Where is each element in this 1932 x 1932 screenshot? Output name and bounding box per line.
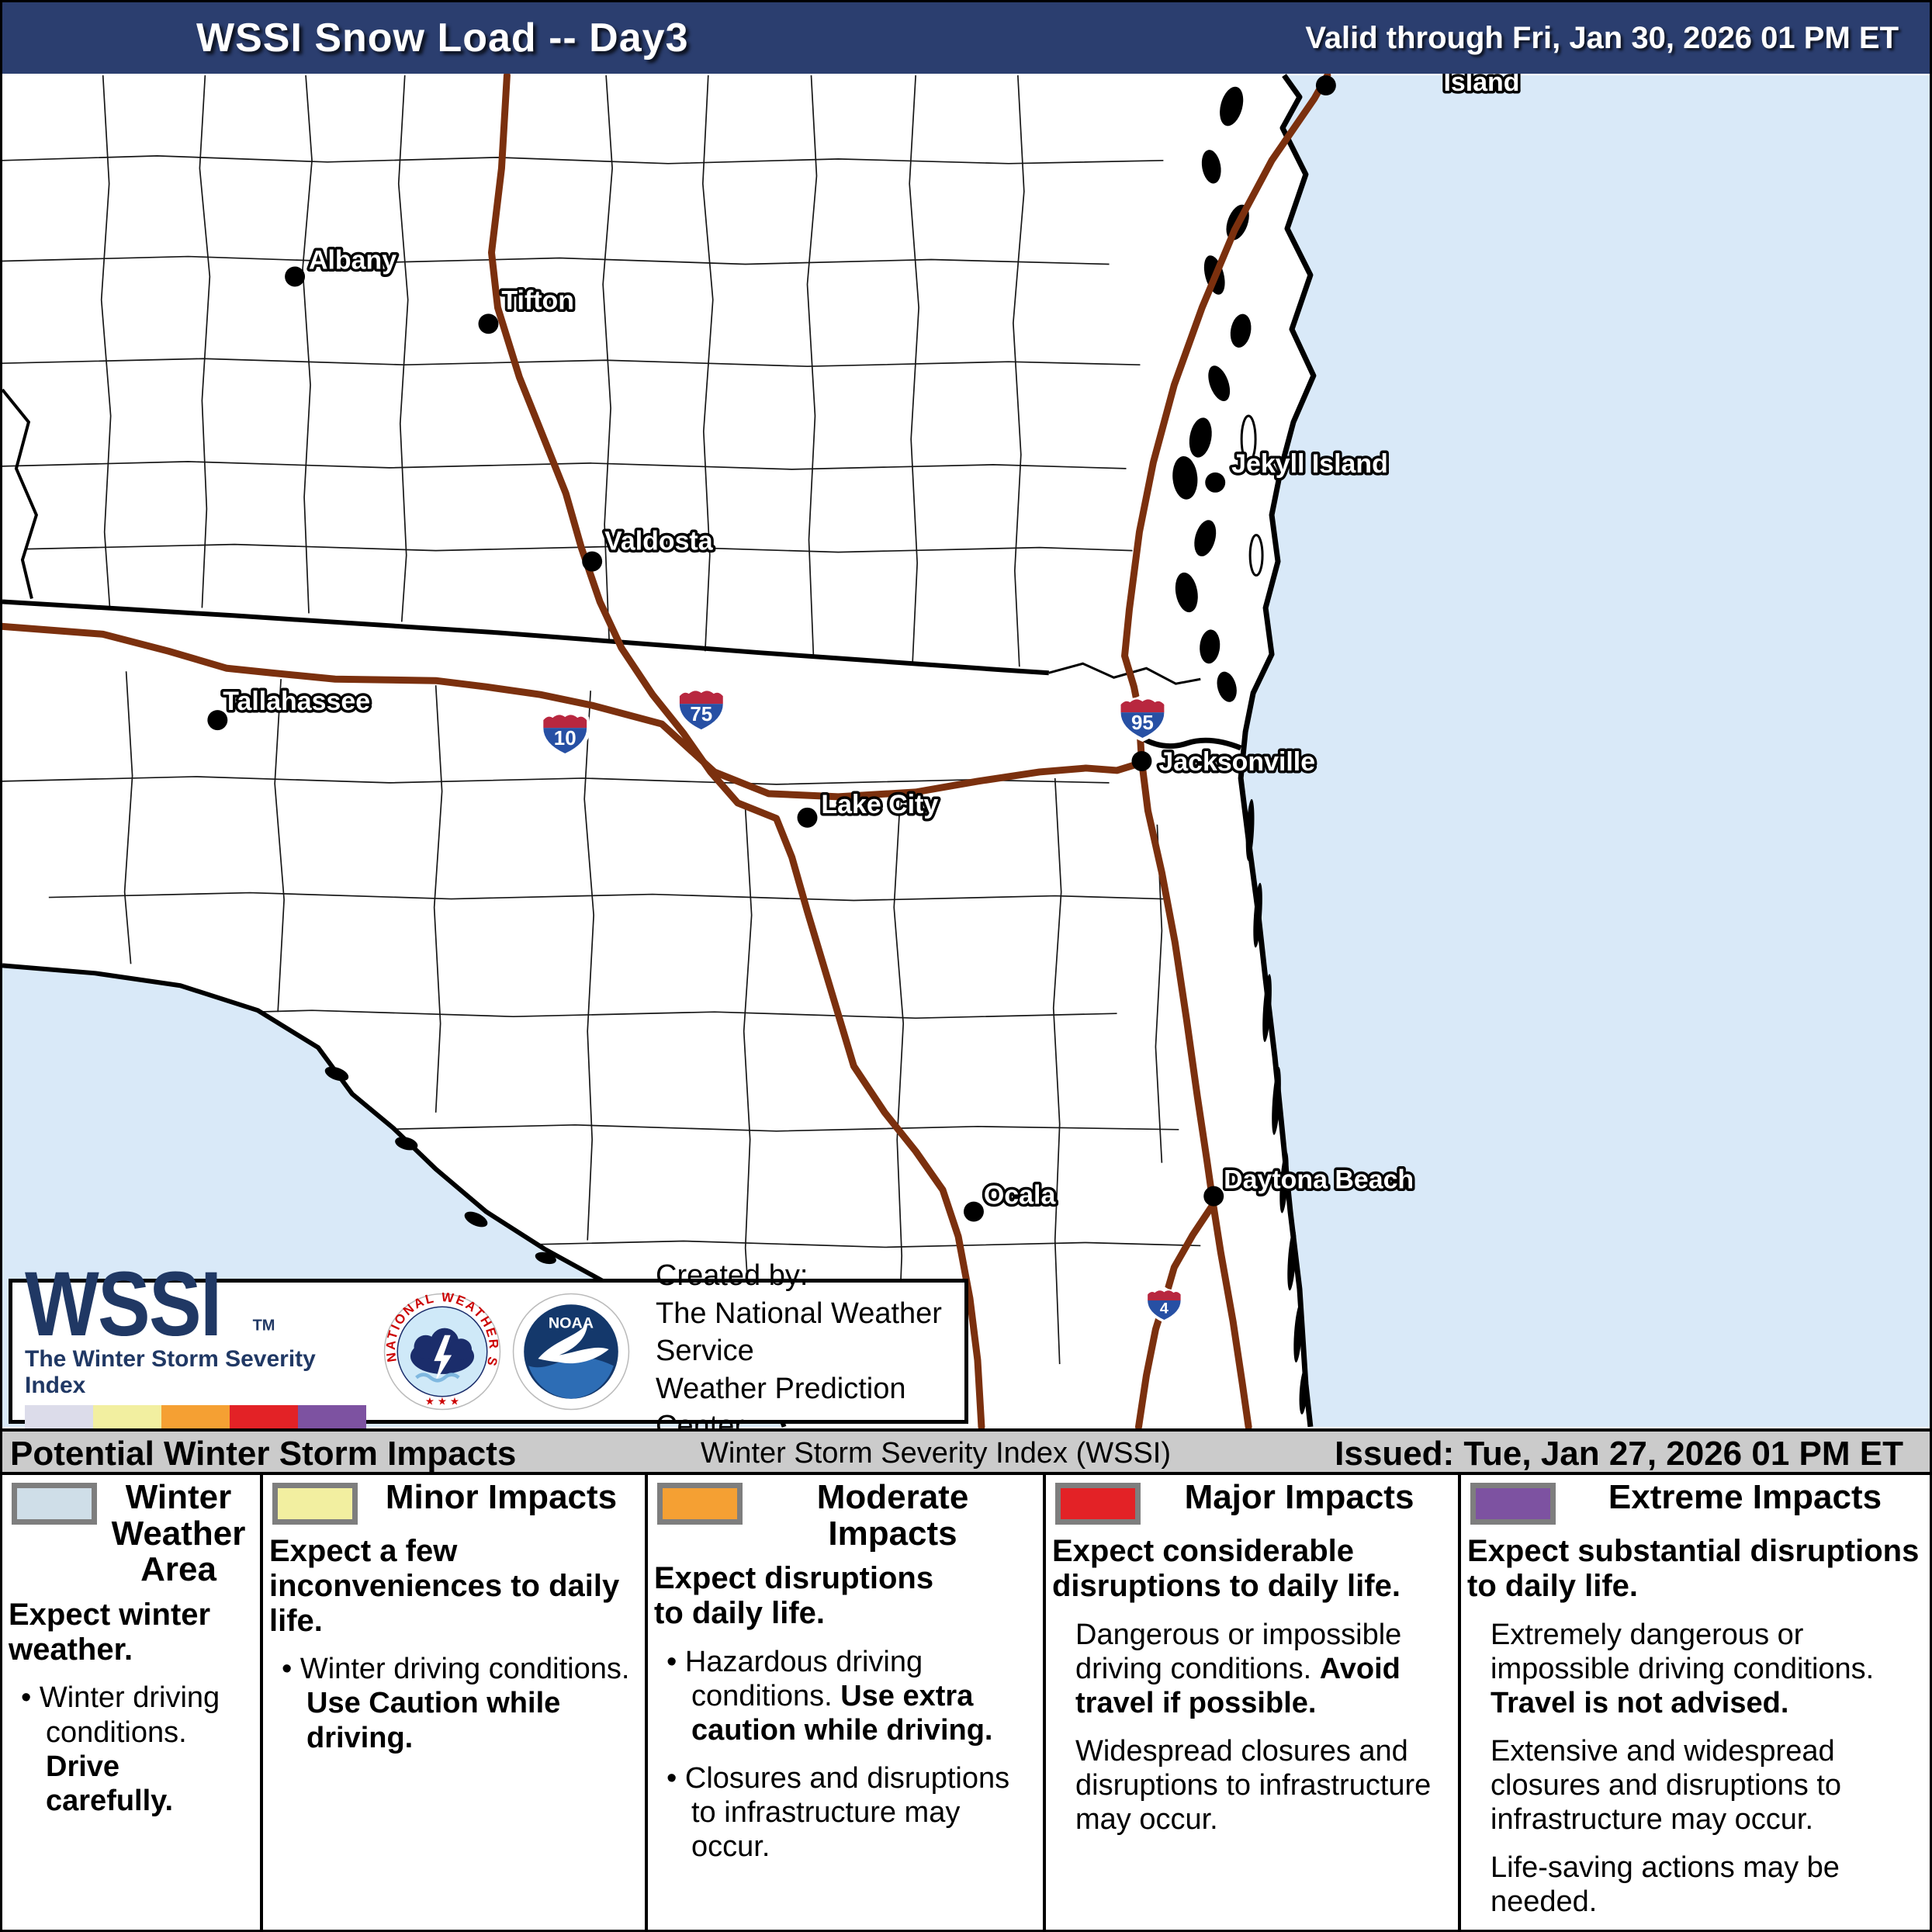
nws-logo-icon: NATIONAL WEATHER SERVICE ★ ★ ★ xyxy=(383,1293,501,1410)
city-dot xyxy=(797,807,818,828)
status-bar: Potential Winter Storm Impacts Winter St… xyxy=(2,1428,1930,1475)
city-jekyll-island: Jekyll Island xyxy=(1205,446,1390,493)
city-label: Albany xyxy=(309,246,396,275)
legend-item: • Hazardous driving conditions. Use extr… xyxy=(667,1645,993,1747)
legend-item: Dangerous or impossible driving conditio… xyxy=(1075,1618,1402,1719)
map-canvas: 10 75 95 4 Albany Tifton Valdosta Tallahassee Je… xyxy=(2,74,1930,1428)
city-dot xyxy=(478,313,499,334)
ga-fl-state-line xyxy=(2,599,1049,676)
city-dot xyxy=(207,710,228,731)
interstate-10-shield: 10 xyxy=(539,709,591,757)
legend-column-major-impacts: Major Impacts Expect considerable disrupt… xyxy=(1043,1475,1458,1930)
impacts-legend: Winter Weather Area Expect winter weather… xyxy=(2,1475,1930,1930)
svg-text:★ ★ ★: ★ ★ ★ xyxy=(425,1395,459,1407)
city-ocala: Ocala xyxy=(964,1178,1059,1222)
legend-column-moderate-impacts: Moderate Impacts Expect disruptions to da… xyxy=(645,1475,1043,1930)
legend-summary: Expect disruptions to daily life. xyxy=(654,1561,934,1631)
legend-summary: Expect winter weather. xyxy=(9,1597,211,1667)
trademark-symbol: TM xyxy=(252,1317,275,1335)
city-label: Valdosta xyxy=(604,527,714,556)
interstate-95-shield: 95 xyxy=(1117,694,1169,743)
legend-swatch-winter-weather-area xyxy=(12,1483,97,1525)
interstate-10-road xyxy=(2,622,1141,801)
legend-summary: Expect a few inconveniences to daily lif… xyxy=(269,1534,620,1638)
created-by-label: Created by: xyxy=(656,1259,808,1292)
interstate-75-shield: 75 xyxy=(675,685,727,734)
city-dot xyxy=(964,1201,984,1222)
title-bar: WSSI Snow Load -- Day3 Valid through Fri… xyxy=(2,2,1930,74)
city-tifton: Tifton xyxy=(478,283,576,334)
city-island: Island xyxy=(1315,74,1522,100)
issued-timestamp: Issued: Tue, Jan 27, 2026 01 PM ET xyxy=(1335,1435,1903,1473)
state-line-west xyxy=(2,388,39,599)
svg-text:4: 4 xyxy=(1160,1300,1169,1317)
legend-summary: Expect considerable disruptions to daily… xyxy=(1052,1534,1401,1603)
legend-column-minor-impacts: Minor Impacts Expect a few inconveniences… xyxy=(260,1475,645,1930)
city-label: Tifton xyxy=(501,286,574,315)
interstate-4-shield: 4 xyxy=(1144,1286,1184,1323)
st-johns-river xyxy=(1138,735,1242,751)
map-area: 10 75 95 4 Albany Tifton Valdosta Tallahassee Je… xyxy=(2,74,1930,1428)
legend-title: Minor Impacts xyxy=(385,1478,618,1516)
legend-item: Extensive and widespread closures and di… xyxy=(1491,1734,1842,1836)
page-title: WSSI Snow Load -- Day3 xyxy=(196,16,689,61)
legend-title: Major Impacts xyxy=(1184,1478,1414,1516)
svg-text:75: 75 xyxy=(690,704,712,725)
legend-item: • Winter driving conditions. Drive caref… xyxy=(21,1681,220,1817)
wssi-logo-box: WSSI TM The Winter Storm Severity Index N… xyxy=(9,1259,968,1442)
svg-text:10: 10 xyxy=(554,728,576,750)
legend-summary: Expect substantial disruptions to daily … xyxy=(1467,1534,1920,1603)
valid-through-text: Valid through Fri, Jan 30, 2026 01 PM ET xyxy=(1305,20,1899,55)
created-by-org1: The National Weather Service xyxy=(656,1297,942,1368)
svg-text:NOAA: NOAA xyxy=(549,1314,594,1331)
legend-swatch-moderate-impacts xyxy=(657,1483,743,1525)
city-label: Daytona Beach xyxy=(1224,1165,1414,1195)
svg-text:95: 95 xyxy=(1131,712,1154,734)
legend-item: • Winter driving conditions. Use Caution… xyxy=(282,1653,630,1754)
city-lake-city: Lake City xyxy=(797,787,941,828)
county-boundaries xyxy=(2,75,1201,1376)
legend-column-extreme-impacts: Extreme Impacts Expect substantial disrup… xyxy=(1458,1475,1930,1930)
legend-item: Life-saving actions may be needed. xyxy=(1491,1851,1840,1919)
city-tallahassee: Tallahassee xyxy=(207,684,373,731)
city-albany: Albany xyxy=(285,243,400,287)
legend-title: Extreme Impacts xyxy=(1608,1478,1882,1516)
noaa-logo-icon: NOAA xyxy=(512,1293,630,1410)
city-label: Jacksonville xyxy=(1158,747,1315,777)
interstate-4-road xyxy=(1134,1203,1215,1428)
city-dot xyxy=(1131,751,1152,771)
city-dot xyxy=(1205,472,1226,493)
city-dot xyxy=(1203,1186,1224,1207)
legend-swatch-minor-impacts xyxy=(272,1483,358,1525)
legend-column-winter-weather-area: Winter Weather Area Expect winter weather… xyxy=(2,1475,260,1930)
city-label: Island xyxy=(1444,74,1520,97)
city-jacksonville: Jacksonville xyxy=(1131,744,1318,779)
city-dot xyxy=(285,266,306,287)
status-bar-subtitle: Winter Storm Severity Index (WSSI) xyxy=(701,1437,1172,1470)
interstate-75-road xyxy=(487,74,985,1428)
city-dot xyxy=(582,551,603,572)
city-label: Tallahassee xyxy=(223,687,370,716)
wssi-logo: WSSI TM The Winter Storm Severity Index xyxy=(25,1252,378,1439)
legend-item: Widespread closures and disruptions to i… xyxy=(1075,1734,1432,1836)
atlantic-coastline xyxy=(1238,74,1317,1428)
status-bar-title: Potential Winter Storm Impacts xyxy=(10,1435,517,1473)
city-valdosta: Valdosta xyxy=(582,524,716,572)
legend-title: Moderate Impacts xyxy=(816,1478,969,1553)
city-label: Lake City xyxy=(821,790,938,819)
legend-item: • Closures and disruptions to infrastruc… xyxy=(667,1762,1010,1864)
wssi-wordmark: WSSI xyxy=(25,1252,222,1356)
legend-title: Winter Weather Area xyxy=(111,1478,246,1589)
atlantic-ocean xyxy=(1241,75,1930,1427)
city-label: Jekyll Island xyxy=(1231,449,1388,479)
wssi-tagline: The Winter Storm Severity Index xyxy=(25,1346,316,1399)
legend-item: Extremely dangerous or impossible drivin… xyxy=(1491,1618,1875,1719)
city-label: Ocala xyxy=(984,1181,1057,1210)
legend-swatch-major-impacts xyxy=(1055,1483,1141,1525)
city-daytona-beach: Daytona Beach xyxy=(1203,1162,1417,1207)
city-dot xyxy=(1315,75,1336,96)
created-by-block: Created by: The National Weather Service… xyxy=(656,1257,952,1446)
legend-swatch-extreme-impacts xyxy=(1470,1483,1556,1525)
